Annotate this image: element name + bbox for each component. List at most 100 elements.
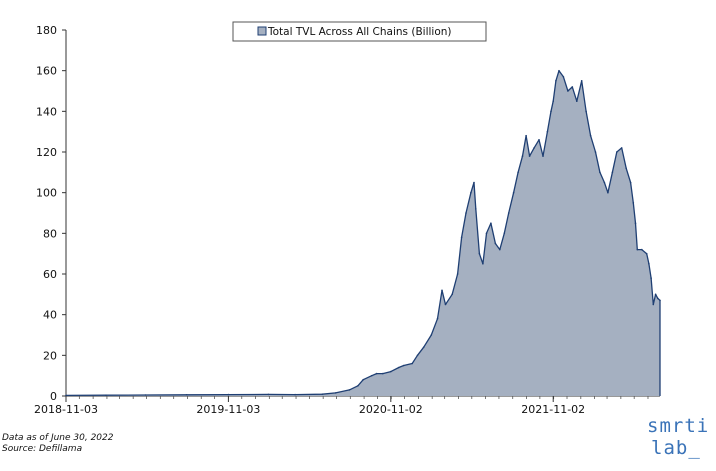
- tvl-data-point: [567, 90, 569, 92]
- tvl-data-point: [546, 130, 549, 133]
- tvl-data-point: [512, 191, 515, 194]
- tvl-data-point: [634, 222, 637, 224]
- y-tick-label: 0: [50, 390, 57, 403]
- tvl-area-fill: [66, 70, 660, 396]
- tvl-data-point: [555, 80, 557, 82]
- y-axis: 0 20 40 60 80 100 120 140 160 180: [36, 24, 67, 403]
- tvl-data-point: [542, 155, 544, 157]
- tvl-data-point: [607, 191, 609, 194]
- legend-swatch: [257, 26, 267, 36]
- tvl-data-point: [499, 248, 501, 251]
- tvl-data-point: [490, 222, 492, 224]
- tvl-data-point: [475, 208, 477, 210]
- tvl-data-point: [460, 236, 463, 239]
- tvl-data-point: [348, 389, 351, 391]
- tvl-data-point: [430, 334, 433, 336]
- tvl-data-point: [482, 263, 484, 265]
- tvl-data-point: [558, 69, 560, 72]
- y-tick-label: 80: [43, 227, 57, 240]
- tvl-data-point: [603, 181, 606, 184]
- tvl-data-point: [441, 289, 443, 292]
- tvl-data-point: [144, 394, 147, 396]
- tvl-data-point: [416, 354, 419, 357]
- legend-label: Total TVL Across All Chains (Billion): [267, 26, 452, 38]
- data-date-note: Data as of June 30, 2022: [2, 433, 114, 443]
- y-tick-label: 60: [43, 268, 57, 281]
- tvl-data-point: [632, 202, 635, 204]
- tvl-data-point: [552, 100, 554, 102]
- x-tick-label: 2018-11-03: [34, 403, 98, 416]
- tvl-data-point: [517, 171, 519, 174]
- tvl-data-point: [382, 372, 384, 375]
- tvl-data-point: [652, 303, 655, 306]
- tvl-data-point: [375, 372, 378, 375]
- tvl-data-point: [398, 366, 400, 369]
- logo-line-1: smrti: [647, 415, 710, 437]
- tvl-data-point: [478, 252, 481, 255]
- tvl-data-point: [599, 171, 601, 174]
- tvl-data-point: [321, 393, 324, 396]
- y-tick-label: 120: [36, 146, 57, 159]
- tvl-data-point: [390, 370, 392, 373]
- tvl-data-point: [636, 248, 639, 251]
- tvl-data-point: [580, 80, 583, 82]
- tvl-data-point: [525, 134, 527, 137]
- tvl-data-point: [620, 147, 623, 149]
- tvl-data-point: [267, 393, 270, 396]
- tvl-data-point: [503, 232, 506, 235]
- tvl-data-point: [521, 155, 524, 157]
- tvl-data-point: [611, 171, 614, 174]
- tvl-data-point: [227, 393, 230, 396]
- tvl-data-point: [616, 151, 618, 153]
- y-tick-label: 180: [36, 24, 57, 37]
- legend-box: [232, 21, 487, 42]
- tvl-data-point: [576, 100, 578, 102]
- tvl-data-point: [571, 86, 574, 88]
- tvl-data-point: [507, 212, 510, 214]
- tvl-data-point: [485, 232, 488, 235]
- legend: Total TVL Across All Chains (Billion): [232, 21, 487, 42]
- tvl-data-point: [473, 181, 475, 184]
- tvl-data-point: [105, 394, 107, 397]
- tvl-data-point: [594, 151, 597, 153]
- tvl-data-point: [645, 252, 648, 255]
- tvl-data-point: [402, 364, 405, 367]
- y-tick-label: 140: [36, 105, 57, 118]
- tvl-data-point: [370, 374, 373, 377]
- tvl-data-point: [451, 293, 454, 296]
- tvl-data-point: [659, 299, 661, 302]
- tvl-data-point: [528, 155, 531, 157]
- tvl-data-point: [65, 394, 67, 397]
- tvl-data-point: [650, 277, 652, 279]
- tvl-data-point: [625, 167, 627, 170]
- tvl-data-point: [589, 134, 592, 137]
- y-tick-label: 100: [36, 187, 57, 200]
- tvl-data-point: [641, 248, 643, 251]
- tvl-data-point: [494, 242, 497, 245]
- tvl-data-point: [362, 378, 365, 381]
- y-tick-label: 20: [43, 349, 57, 362]
- tvl-data-point: [657, 297, 659, 300]
- tvl-data-point: [562, 76, 565, 78]
- tvl-data-point: [654, 293, 657, 296]
- tvl-data-point: [456, 273, 459, 275]
- tvl-data-point: [357, 385, 359, 387]
- x-tick-label: 2019-11-03: [196, 403, 260, 416]
- tvl-data-point: [411, 362, 414, 365]
- x-tick-label: 2020-11-02: [359, 403, 423, 416]
- tvl-data-point: [294, 393, 296, 396]
- y-tick-label: 40: [43, 309, 57, 322]
- tvl-data-point: [436, 317, 439, 320]
- tvl-data-point: [465, 212, 467, 214]
- series-layer: [65, 69, 661, 397]
- tvl-data-point: [533, 147, 535, 149]
- tvl-data-point: [185, 394, 188, 396]
- source-note: Source: Defillama: [2, 444, 83, 454]
- tvl-data-point: [550, 110, 552, 113]
- tvl-data-point: [334, 392, 337, 394]
- tvl-data-point: [629, 181, 632, 184]
- tvl-data-point: [585, 110, 587, 113]
- tvl-data-point: [470, 191, 472, 194]
- x-axis: 2018-11-03 2019-11-03 2020-11-02 2021-11-02: [34, 395, 660, 416]
